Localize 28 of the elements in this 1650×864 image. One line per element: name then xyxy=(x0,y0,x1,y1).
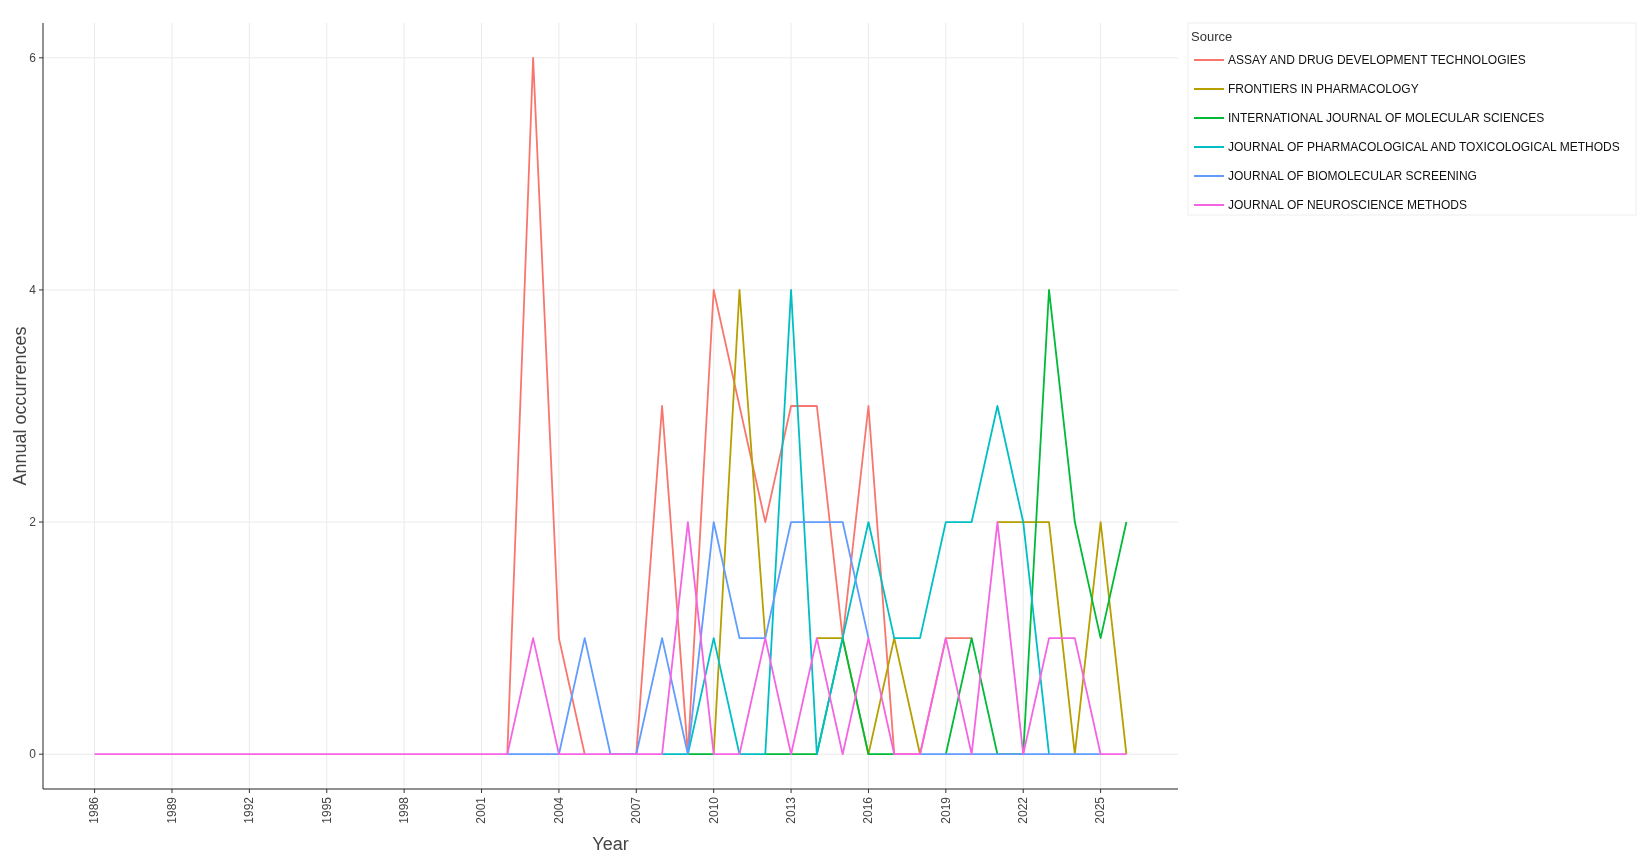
y-tick-label: 4 xyxy=(29,282,37,297)
x-tick-label: 2025 xyxy=(1093,796,1108,824)
x-tick-label: 2019 xyxy=(938,796,953,824)
legend-label: JOURNAL OF BIOMOLECULAR SCREENING xyxy=(1228,169,1477,184)
x-axis-title: Year xyxy=(592,834,629,854)
legend-label: INTERNATIONAL JOURNAL OF MOLECULAR SCIENCES xyxy=(1228,111,1545,126)
x-tick-label: 2007 xyxy=(629,796,644,824)
legend-title: Source xyxy=(1191,29,1233,44)
x-tick-label: 1995 xyxy=(319,796,334,824)
x-tick-label: 2013 xyxy=(783,796,798,824)
y-tick-label: 2 xyxy=(29,514,37,529)
x-tick-label: 1998 xyxy=(396,796,411,824)
legend-label: ASSAY AND DRUG DEVELOPMENT TECHNOLOGIES xyxy=(1228,53,1526,68)
y-tick-label: 0 xyxy=(29,747,37,762)
x-tick-label: 2004 xyxy=(551,796,566,824)
x-tick-label: 1989 xyxy=(164,796,179,824)
legend-label: JOURNAL OF NEUROSCIENCE METHODS xyxy=(1228,198,1467,213)
x-tick-label: 1986 xyxy=(87,796,102,824)
line-series xyxy=(661,289,1050,756)
x-tick-label: 2010 xyxy=(706,796,721,824)
x-tick-label: 2001 xyxy=(474,796,489,824)
y-axis-title: Annual occurrences xyxy=(10,326,30,486)
x-tick-label: 2022 xyxy=(1016,796,1031,824)
x-tick-label: 2016 xyxy=(861,796,876,824)
y-tick-label: 6 xyxy=(29,50,37,65)
legend-label: JOURNAL OF PHARMACOLOGICAL AND TOXICOLOGICAL METHODS xyxy=(1228,140,1620,155)
x-tick-label: 1992 xyxy=(242,796,257,824)
legend-label: FRONTIERS IN PHARMACOLOGY xyxy=(1228,82,1419,97)
